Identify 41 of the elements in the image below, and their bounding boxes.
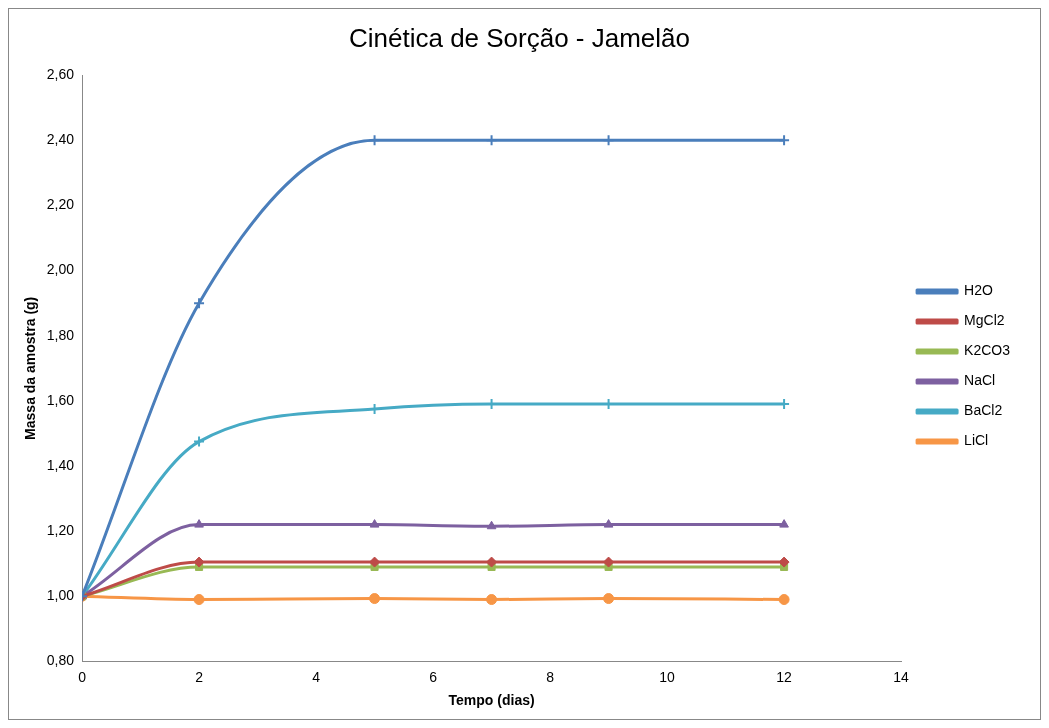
x-tick-label: 2 xyxy=(195,668,204,685)
point xyxy=(486,520,497,530)
legend-label: LiCl xyxy=(964,432,989,449)
y-tick-label: 2,60 xyxy=(46,66,75,83)
point xyxy=(193,297,206,310)
x-axis-title: Tempo (dias) xyxy=(448,692,535,709)
point xyxy=(368,134,381,147)
legend-label: NaCl xyxy=(964,372,996,389)
x-tick-label: 0 xyxy=(78,668,87,685)
point xyxy=(603,519,614,528)
x-tick-label: 14 xyxy=(893,668,910,685)
y-tick-label: 2,00 xyxy=(46,261,75,278)
x-tick-label: 10 xyxy=(659,668,676,685)
point xyxy=(369,593,381,605)
chart-title: Cinética de Sorção - Jamelão xyxy=(348,22,691,53)
point xyxy=(778,594,790,606)
y-tick-label: 0,80 xyxy=(46,652,75,669)
point xyxy=(603,593,615,605)
point xyxy=(369,519,380,528)
y-tick-label: 1,60 xyxy=(46,391,75,408)
y-tick-label: 1,20 xyxy=(46,521,75,538)
x-tick-label: 12 xyxy=(776,668,793,685)
point xyxy=(194,519,204,528)
legend-label: BaCl2 xyxy=(964,402,1003,419)
y-tick-label: 1,80 xyxy=(46,326,75,343)
point xyxy=(486,594,498,606)
y-tick-label: 2,40 xyxy=(46,131,75,148)
point xyxy=(778,134,791,147)
x-tick-label: 6 xyxy=(429,668,438,685)
y-tick-label: 2,20 xyxy=(46,196,75,213)
x-tick-label: 4 xyxy=(312,668,321,685)
y-tick-label: 1,00 xyxy=(46,587,75,604)
y-axis-title: Massa da amostra (g) xyxy=(22,296,39,440)
point xyxy=(193,435,206,448)
x-tick-label: 8 xyxy=(546,668,555,685)
legend-label: MgCl2 xyxy=(964,312,1005,329)
point xyxy=(779,519,789,528)
y-tick-label: 1,40 xyxy=(46,456,75,473)
legend-label: K2CO3 xyxy=(964,342,1011,359)
legend-label: H2O xyxy=(964,282,993,299)
point xyxy=(193,594,205,606)
